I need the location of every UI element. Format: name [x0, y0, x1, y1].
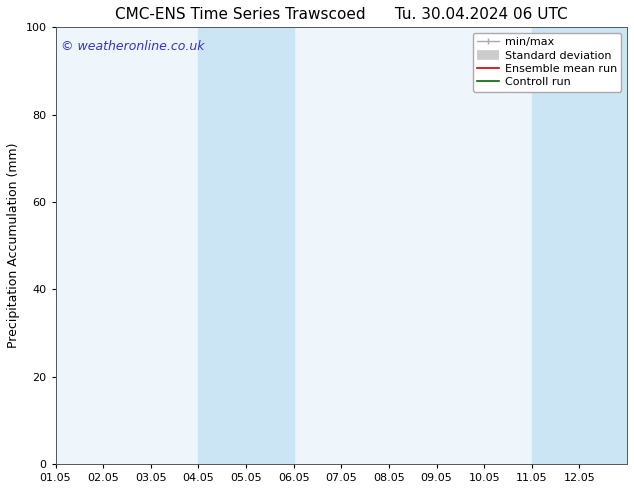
- Y-axis label: Precipitation Accumulation (mm): Precipitation Accumulation (mm): [7, 143, 20, 348]
- Title: CMC-ENS Time Series Trawscoed      Tu. 30.04.2024 06 UTC: CMC-ENS Time Series Trawscoed Tu. 30.04.…: [115, 7, 567, 22]
- Text: © weatheronline.co.uk: © weatheronline.co.uk: [61, 40, 205, 53]
- Bar: [532, 27, 627, 464]
- Bar: [198, 27, 294, 464]
- Legend: min/max, Standard deviation, Ensemble mean run, Controll run: min/max, Standard deviation, Ensemble me…: [472, 33, 621, 92]
